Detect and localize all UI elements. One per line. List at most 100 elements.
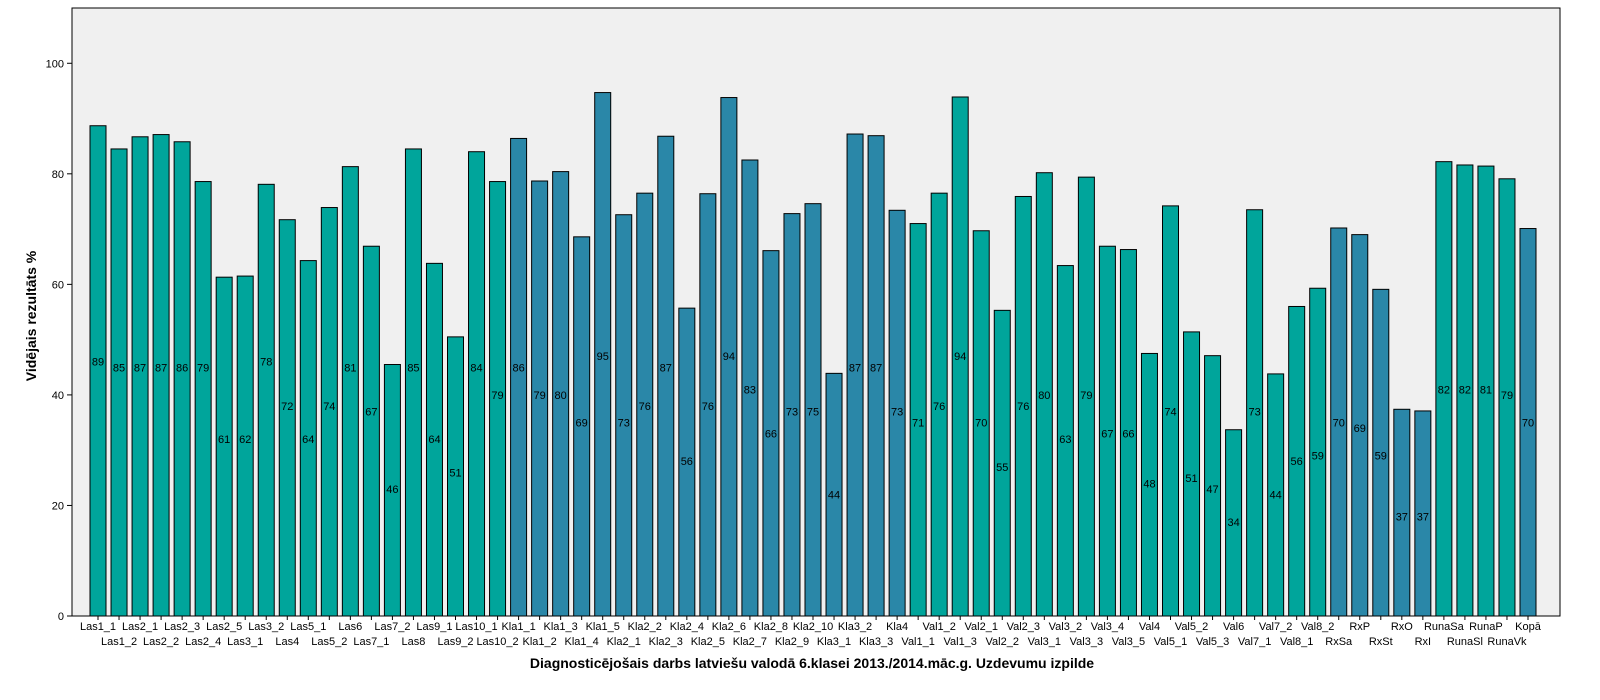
- x-tick-label: Kla1_2: [522, 636, 556, 648]
- bar-las7_1: [362, 245, 380, 617]
- data-label: 94: [723, 351, 735, 363]
- data-label: 56: [681, 456, 693, 468]
- x-tick-label: Las3_2: [248, 621, 284, 633]
- data-label: 75: [807, 406, 819, 418]
- data-label: 82: [1459, 384, 1471, 396]
- x-tick-label: Val5_2: [1175, 621, 1208, 633]
- data-label: 56: [1291, 456, 1303, 468]
- data-label: 89: [92, 357, 104, 369]
- x-tick-label: Kla2_6: [712, 621, 746, 633]
- data-label: 55: [996, 462, 1008, 474]
- y-tick-label: 20: [52, 500, 64, 512]
- x-tick-label: Las9_2: [437, 636, 473, 648]
- x-tick-label: Kla1_3: [544, 621, 578, 633]
- x-tick-label: Las9_1: [416, 621, 452, 633]
- x-tick-label: Las2_1: [122, 621, 158, 633]
- bar-las10_1: [468, 151, 486, 617]
- data-label: 81: [1480, 384, 1492, 396]
- data-label: 69: [576, 418, 588, 430]
- data-label: 76: [933, 401, 945, 413]
- data-label: 87: [660, 362, 672, 374]
- bar-las1_1: [89, 125, 107, 617]
- x-tick-label: Val5_3: [1196, 636, 1229, 648]
- x-tick-label: Las1_1: [80, 621, 116, 633]
- data-label: 74: [323, 401, 335, 413]
- data-label: 79: [491, 390, 503, 402]
- x-tick-label: Val3_2: [1049, 621, 1082, 633]
- data-label: 73: [786, 406, 798, 418]
- bar-las8: [404, 148, 422, 617]
- y-tick-label: 60: [52, 279, 64, 291]
- bars: [89, 92, 1537, 617]
- x-tick-label: Kla3_2: [838, 621, 872, 633]
- data-label: 71: [912, 418, 924, 430]
- bar-las4: [278, 219, 296, 617]
- bar-kla2_1: [615, 214, 633, 617]
- x-tick-label: RxP: [1349, 621, 1370, 633]
- data-label: 76: [1017, 401, 1029, 413]
- x-tick-label: Kla2_9: [775, 636, 809, 648]
- x-tick-label: Kla3_1: [817, 636, 851, 648]
- data-label: 61: [218, 434, 230, 446]
- data-label: 73: [618, 418, 630, 430]
- data-label: 72: [281, 401, 293, 413]
- data-label: 69: [1354, 423, 1366, 435]
- bar-kla2_3: [657, 135, 675, 617]
- data-label: 86: [512, 362, 524, 374]
- data-label: 73: [891, 406, 903, 418]
- x-tick-label: Las2_5: [206, 621, 242, 633]
- x-tick-label: RunaP: [1469, 621, 1503, 633]
- x-tick-label: Kla3_3: [859, 636, 893, 648]
- x-tick-label: Las5_2: [311, 636, 347, 648]
- x-tick-label: Val3_5: [1112, 636, 1145, 648]
- x-tick-label: Las7_1: [353, 636, 389, 648]
- data-label: 59: [1312, 451, 1324, 463]
- data-label: 70: [1333, 418, 1345, 430]
- x-tick-label: Val7_1: [1238, 636, 1271, 648]
- x-tick-label: Val2_2: [986, 636, 1019, 648]
- data-label: 64: [302, 434, 314, 446]
- data-label: 34: [1227, 517, 1239, 529]
- x-tick-label: Val3_3: [1070, 636, 1103, 648]
- x-axis-labels: Las1_1 Las1_2 Las2_1 Las2_2 Las2_3 Las2_4 Las2…: [80, 616, 1542, 648]
- data-label: 83: [744, 384, 756, 396]
- data-label: 67: [1101, 429, 1113, 441]
- x-tick-label: Val1_3: [943, 636, 976, 648]
- y-tick-label: 0: [58, 611, 64, 623]
- data-label: 64: [428, 434, 440, 446]
- data-label: 70: [975, 418, 987, 430]
- bar-kla3_2: [846, 133, 864, 617]
- x-tick-label: Kla2_4: [670, 621, 704, 633]
- x-tick-label: Val1_1: [901, 636, 934, 648]
- data-label: 74: [1164, 406, 1176, 418]
- data-label: 66: [765, 429, 777, 441]
- data-label: 79: [1501, 390, 1513, 402]
- x-tick-label: Las4: [275, 636, 299, 648]
- x-tick-label: Kla2_2: [628, 621, 662, 633]
- data-label: 37: [1396, 512, 1408, 524]
- data-label: 94: [954, 351, 966, 363]
- x-tick-label: Las5_1: [290, 621, 326, 633]
- data-label: 79: [1080, 390, 1092, 402]
- data-label: 87: [134, 362, 146, 374]
- data-label: 84: [470, 362, 482, 374]
- x-tick-label: Kla1_1: [501, 621, 535, 633]
- data-label: 67: [365, 406, 377, 418]
- x-tick-label: Kopā: [1515, 621, 1542, 633]
- data-label: 87: [849, 362, 861, 374]
- data-label: 79: [197, 362, 209, 374]
- x-tick-label: Val8_1: [1280, 636, 1313, 648]
- data-label: 85: [113, 362, 125, 374]
- bar-las1_2: [110, 148, 128, 617]
- data-label: 87: [870, 362, 882, 374]
- x-tick-label: Kla4: [886, 621, 908, 633]
- bar-las2_3: [173, 141, 191, 617]
- data-label: 87: [155, 362, 167, 374]
- x-tick-label: Las1_2: [101, 636, 137, 648]
- x-tick-label: Kla2_3: [649, 636, 683, 648]
- data-label: 47: [1206, 484, 1218, 496]
- data-label: 76: [702, 401, 714, 413]
- x-tick-label: Las3_1: [227, 636, 263, 648]
- data-label: 95: [597, 351, 609, 363]
